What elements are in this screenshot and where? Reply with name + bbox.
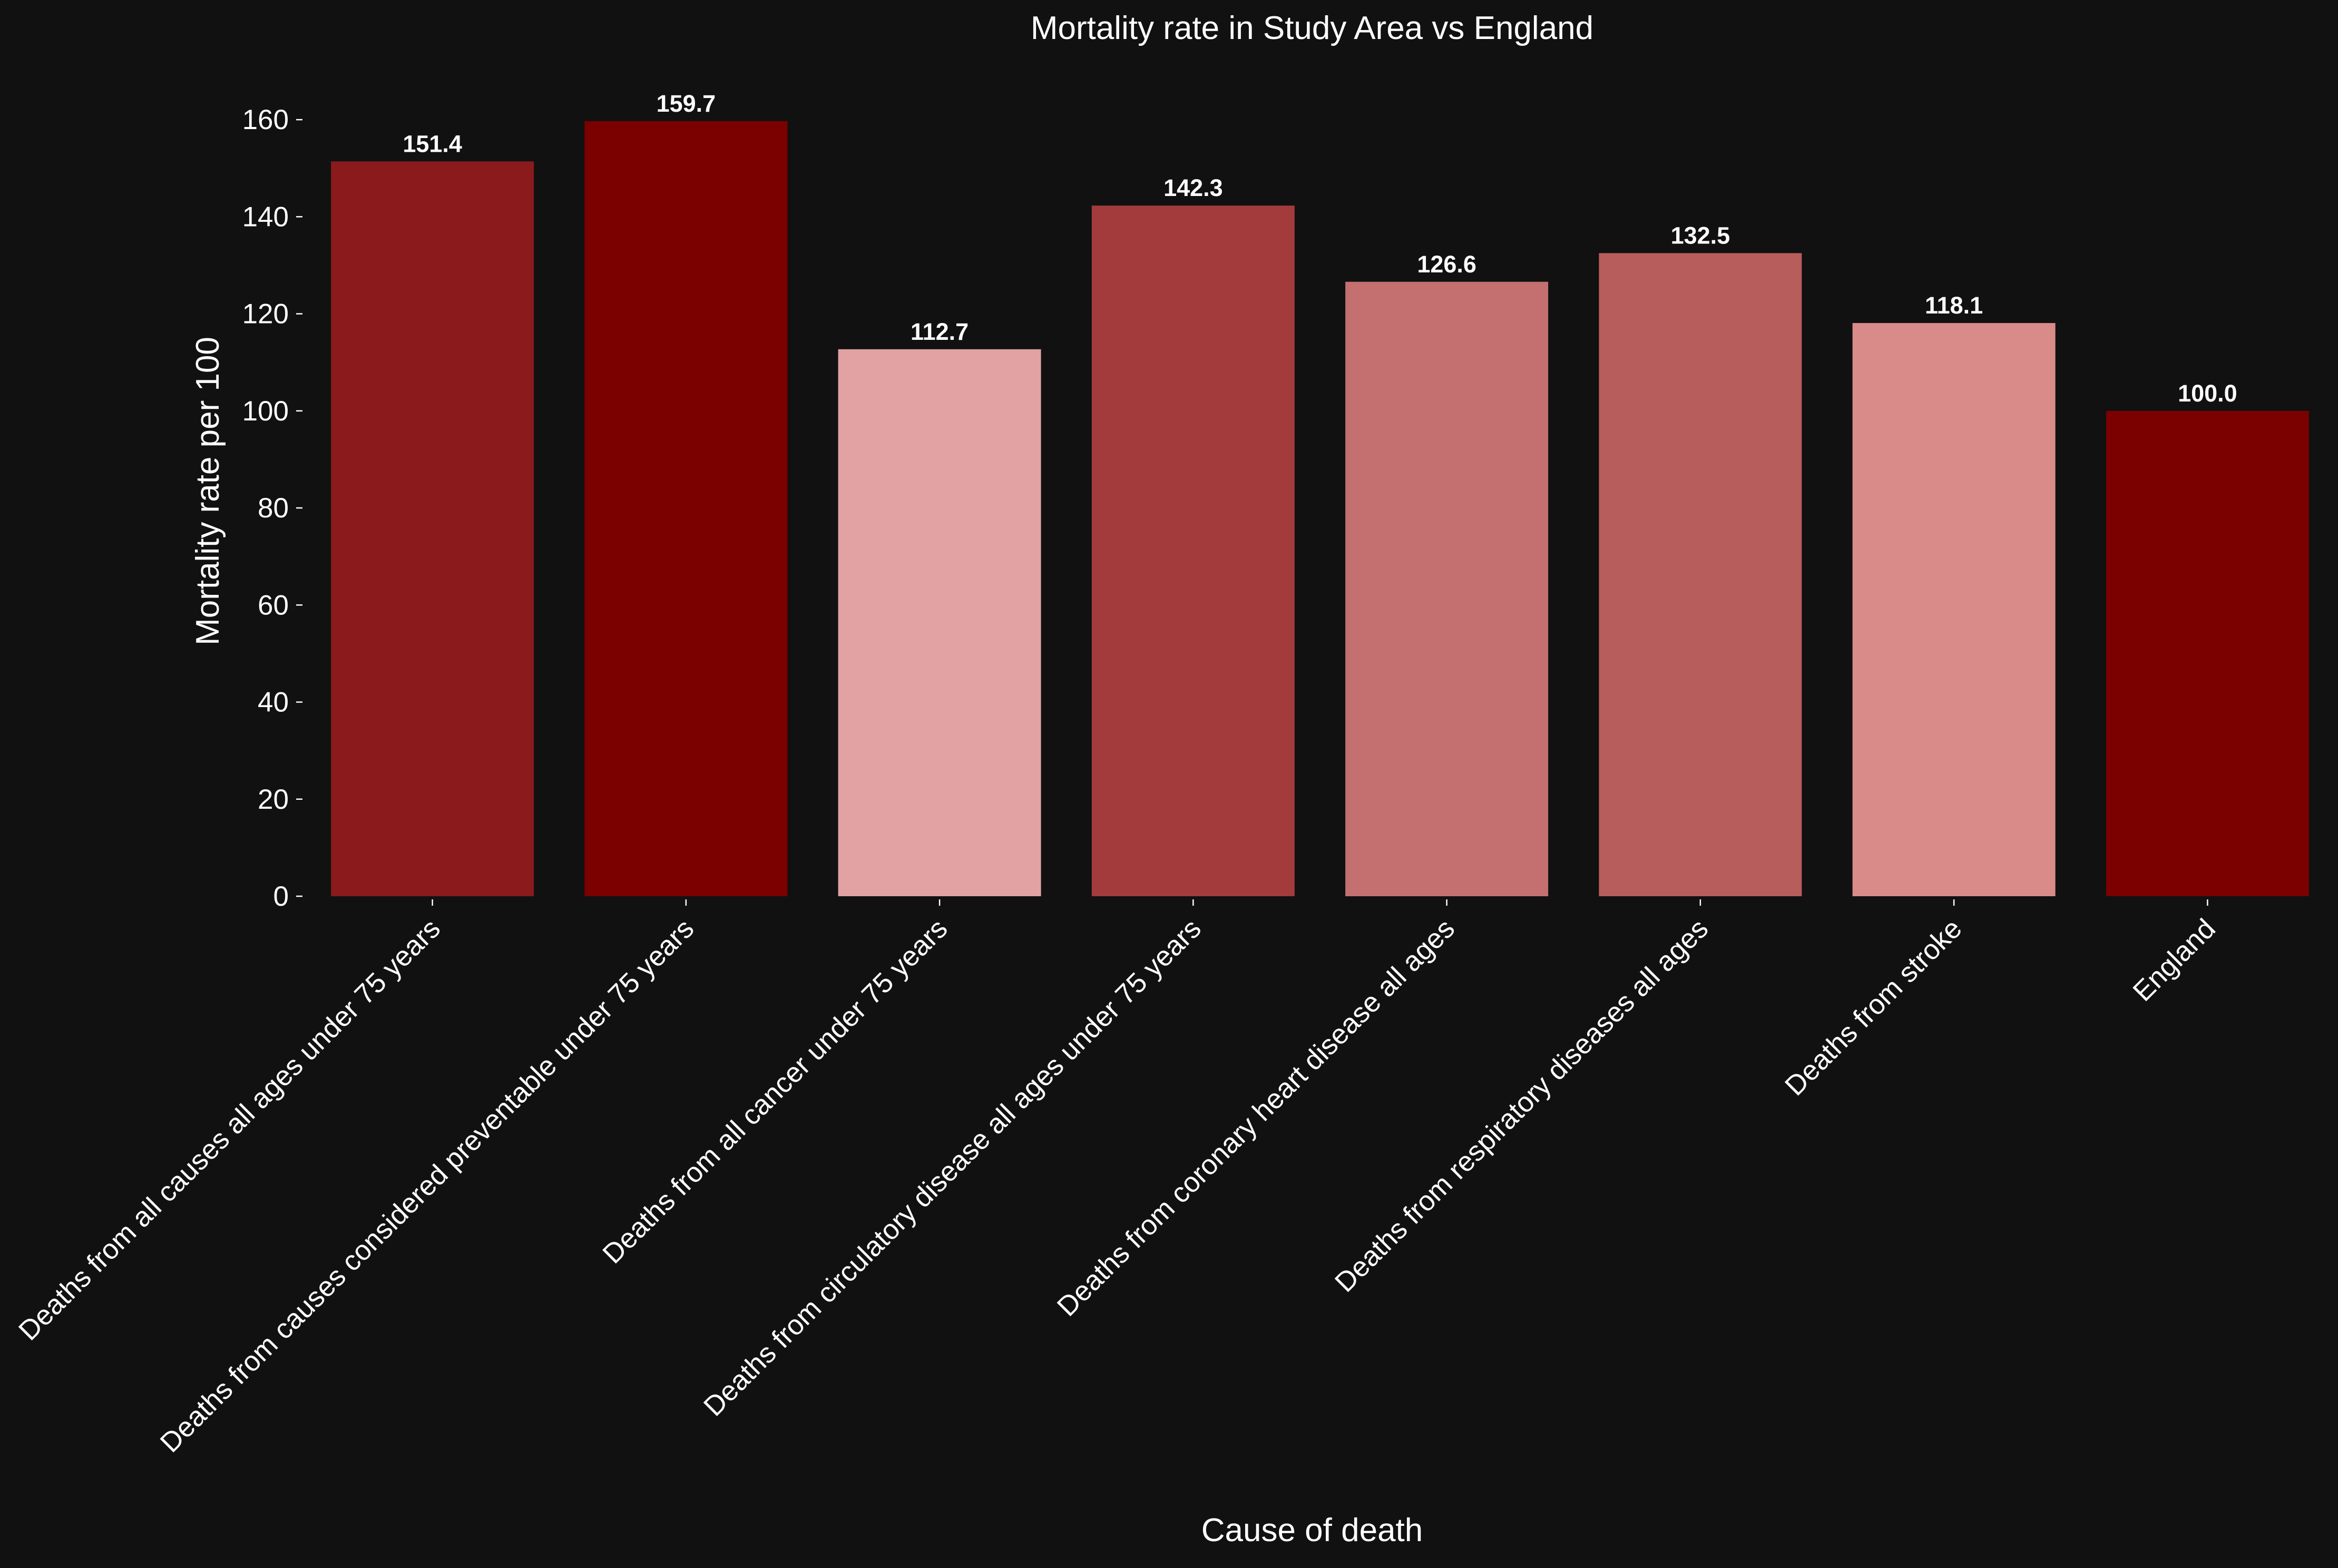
data-label: 126.6	[1417, 251, 1476, 278]
x-tick-label: Deaths from stroke	[1779, 913, 1968, 1102]
y-tick-label: 60	[258, 590, 289, 621]
bar	[838, 349, 1041, 896]
y-tick-label: 160	[242, 104, 289, 135]
y-tick-label: 120	[242, 299, 289, 330]
data-label: 132.5	[1671, 222, 1730, 249]
y-tick-label: 40	[258, 687, 289, 718]
bar	[2106, 410, 2309, 896]
data-label: 100.0	[2178, 380, 2237, 407]
bar	[1345, 281, 1549, 897]
y-tick-label: 140	[242, 201, 289, 232]
y-tick-label: 80	[258, 493, 289, 524]
data-label: 151.4	[403, 130, 462, 157]
chart-title: Mortality rate in Study Area vs England	[1031, 10, 1593, 46]
y-axis-label: Mortality rate per 100	[190, 337, 226, 645]
x-axis-label: Cause of death	[1201, 1512, 1423, 1549]
bar	[584, 121, 788, 896]
bar	[1852, 323, 2056, 896]
y-axis: 0 20 40 60 80 100 120 140 160	[242, 104, 302, 912]
data-label: 142.3	[1163, 174, 1223, 201]
data-label: 159.7	[657, 90, 716, 117]
bar	[331, 161, 534, 896]
y-tick-label: 100	[242, 396, 289, 427]
x-axis: Deaths from all causes all ages under 75…	[13, 899, 2222, 1458]
bars-group: 151.4 159.7 112.7 142.3 126.6 132.5 118.1 100.0	[331, 90, 2309, 897]
x-tick-label: Deaths from coronary heart disease all a…	[1051, 913, 1461, 1322]
x-tick-label: Deaths from circulatory disease all ages…	[698, 913, 1207, 1423]
y-tick-label: 0	[273, 881, 289, 912]
data-label: 118.1	[1925, 292, 1983, 319]
bar	[1599, 253, 1802, 896]
bar	[1091, 205, 1295, 896]
y-tick-label: 20	[258, 784, 289, 815]
x-tick-label: England	[2127, 913, 2222, 1007]
x-tick-label: Deaths from all causes all ages under 75…	[13, 913, 446, 1347]
data-label: 112.7	[911, 318, 969, 345]
x-tick-label: Deaths from causes considered preventabl…	[154, 913, 700, 1458]
